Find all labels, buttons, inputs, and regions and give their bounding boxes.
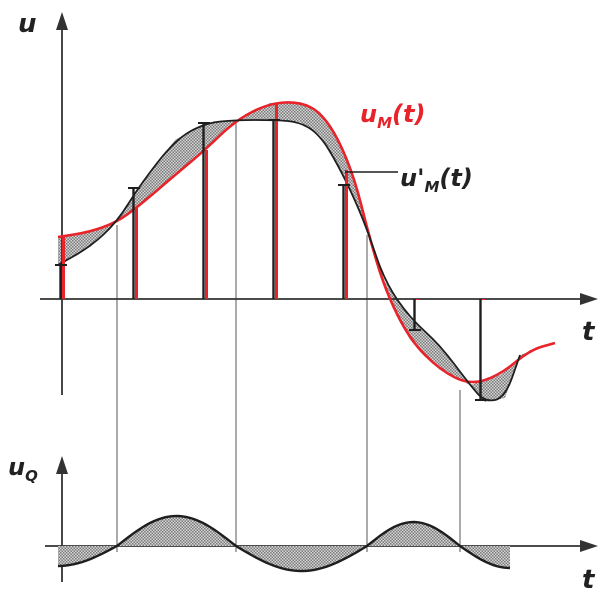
upm-arg: (t) [439, 164, 472, 192]
upm-curve [57, 119, 521, 402]
upm-main: u' [400, 164, 424, 192]
sample-stems [55, 103, 487, 401]
guide-lines [116, 122, 461, 552]
uq-area [58, 516, 510, 571]
uq-main: u [8, 453, 25, 481]
uq-axis-arrow-icon [56, 456, 68, 474]
error-area [58, 102, 555, 402]
t-axis-bottom-label: t [582, 565, 596, 595]
u-axis-label: u [18, 9, 37, 39]
t-axis-top-arrow-icon [580, 293, 598, 305]
u-axis-arrow-icon [56, 12, 68, 30]
um-main: u [360, 100, 377, 128]
upm-sub: M [424, 178, 439, 196]
t-axis-top-label: t [582, 317, 596, 347]
t-axis-bottom-arrow-icon [580, 540, 598, 552]
um-label: uM(t) [360, 100, 425, 132]
um-sub: M [377, 114, 392, 132]
top-axes [40, 12, 598, 395]
uq-axis-label: uQ [8, 453, 38, 485]
uq-curve [57, 514, 511, 573]
um-arg: (t) [392, 100, 425, 128]
uq-sub: Q [25, 467, 38, 485]
um-curve [57, 101, 556, 384]
upm-label: u'M(t) [400, 164, 473, 196]
